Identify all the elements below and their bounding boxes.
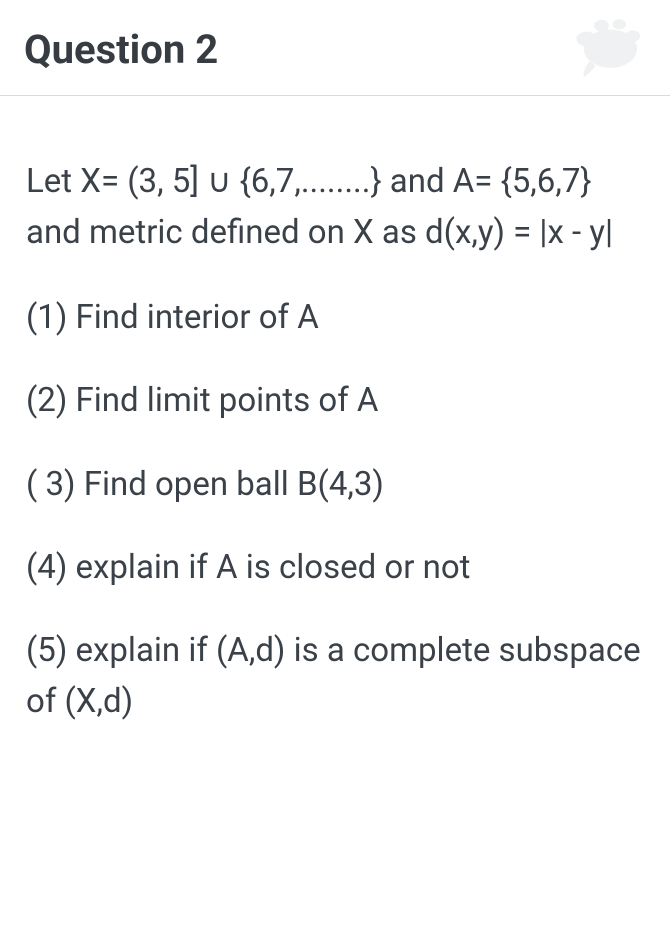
question-title: Question 2 <box>24 26 646 73</box>
question-part: (1) Find interior of A <box>26 292 644 343</box>
question-setup: Let X= (3, 5] ∪ {6,7,........} and A= {5… <box>26 156 644 258</box>
question-part: ( 3) Find open ball B(4,3) <box>26 459 644 510</box>
question-part: (4) explain if A is closed or not <box>26 542 644 593</box>
brand-logo-icon <box>564 8 642 82</box>
question-part: (2) Find limit points of A <box>26 375 644 426</box>
question-part: (5) explain if (A,d) is a complete subsp… <box>26 625 644 727</box>
question-body: Let X= (3, 5] ∪ {6,7,........} and A= {5… <box>0 96 670 727</box>
question-header: Question 2 <box>0 0 670 96</box>
